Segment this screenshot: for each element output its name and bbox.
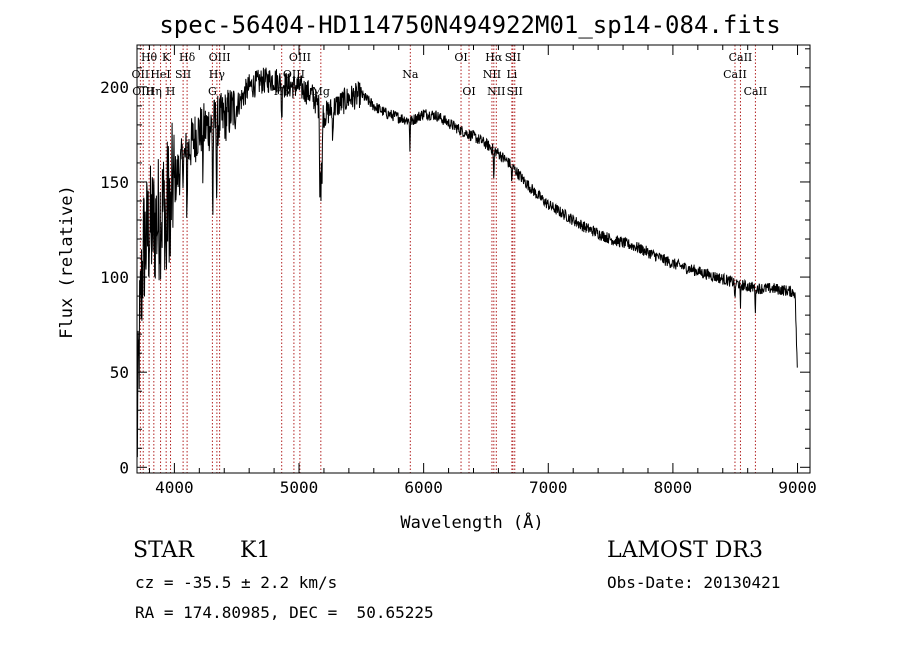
line-label: OI [454, 51, 467, 64]
line-label: CaII [723, 68, 747, 81]
y-axis-label: Flux (relative) [57, 185, 77, 339]
line-label: Na [402, 68, 419, 81]
line-label: HeI [150, 68, 170, 81]
line-label: CaII [744, 85, 768, 98]
y-tick-label: 200 [100, 78, 129, 97]
line-label: SII [175, 68, 191, 81]
redshift-cz: cz = -35.5 ± 2.2 km/s [135, 573, 338, 592]
observation-date: Obs-Date: 20130421 [607, 573, 781, 592]
line-label: OIII [209, 51, 231, 64]
chart-title: spec-56404-HD114750N494922M01_sp14-084.f… [159, 11, 780, 39]
x-axis-label: Wavelength (Å) [400, 511, 543, 533]
line-label: Hδ [179, 51, 196, 64]
y-tick-label: 0 [119, 458, 129, 477]
line-label: H [166, 85, 176, 98]
x-tick-label: 6000 [404, 478, 443, 497]
line-label: OIII [132, 85, 154, 98]
y-tick-label: 150 [100, 173, 129, 192]
line-label: OI [462, 85, 475, 98]
coordinates: RA = 174.80985, DEC = 50.65225 [135, 603, 434, 622]
object-subclass: K1 [240, 538, 271, 563]
x-tick-label: 4000 [155, 478, 194, 497]
x-axis-ticks: 4000 5000 6000 7000 8000 9000 [148, 45, 817, 497]
line-label: OIII [289, 51, 311, 64]
line-label: Li [506, 68, 517, 81]
line-label: Hγ [209, 68, 226, 81]
x-tick-label: 5000 [280, 478, 319, 497]
line-label: Hθ [141, 51, 158, 64]
y-axis-ticks: 0 50 100 150 200 [100, 48, 810, 477]
line-label: Hα [485, 51, 503, 64]
line-label: K [162, 51, 171, 64]
line-label: Mg [312, 85, 330, 98]
y-tick-label: 100 [100, 268, 129, 287]
spectrum-line [136, 67, 798, 458]
line-label: SII [505, 51, 521, 64]
line-label: OII [132, 68, 150, 81]
y-tick-label: 50 [110, 363, 129, 382]
line-label: NII [487, 85, 505, 98]
line-label: CaII [729, 51, 753, 64]
x-tick-label: 8000 [654, 478, 693, 497]
line-label: NII [483, 68, 501, 81]
x-tick-label: 9000 [778, 478, 817, 497]
line-label: SII [507, 85, 523, 98]
x-tick-label: 7000 [529, 478, 568, 497]
object-class: STAR [133, 538, 194, 563]
survey-name: LAMOST DR3 [607, 538, 763, 563]
line-label: G [208, 85, 217, 98]
line-label: Hη [146, 85, 162, 98]
